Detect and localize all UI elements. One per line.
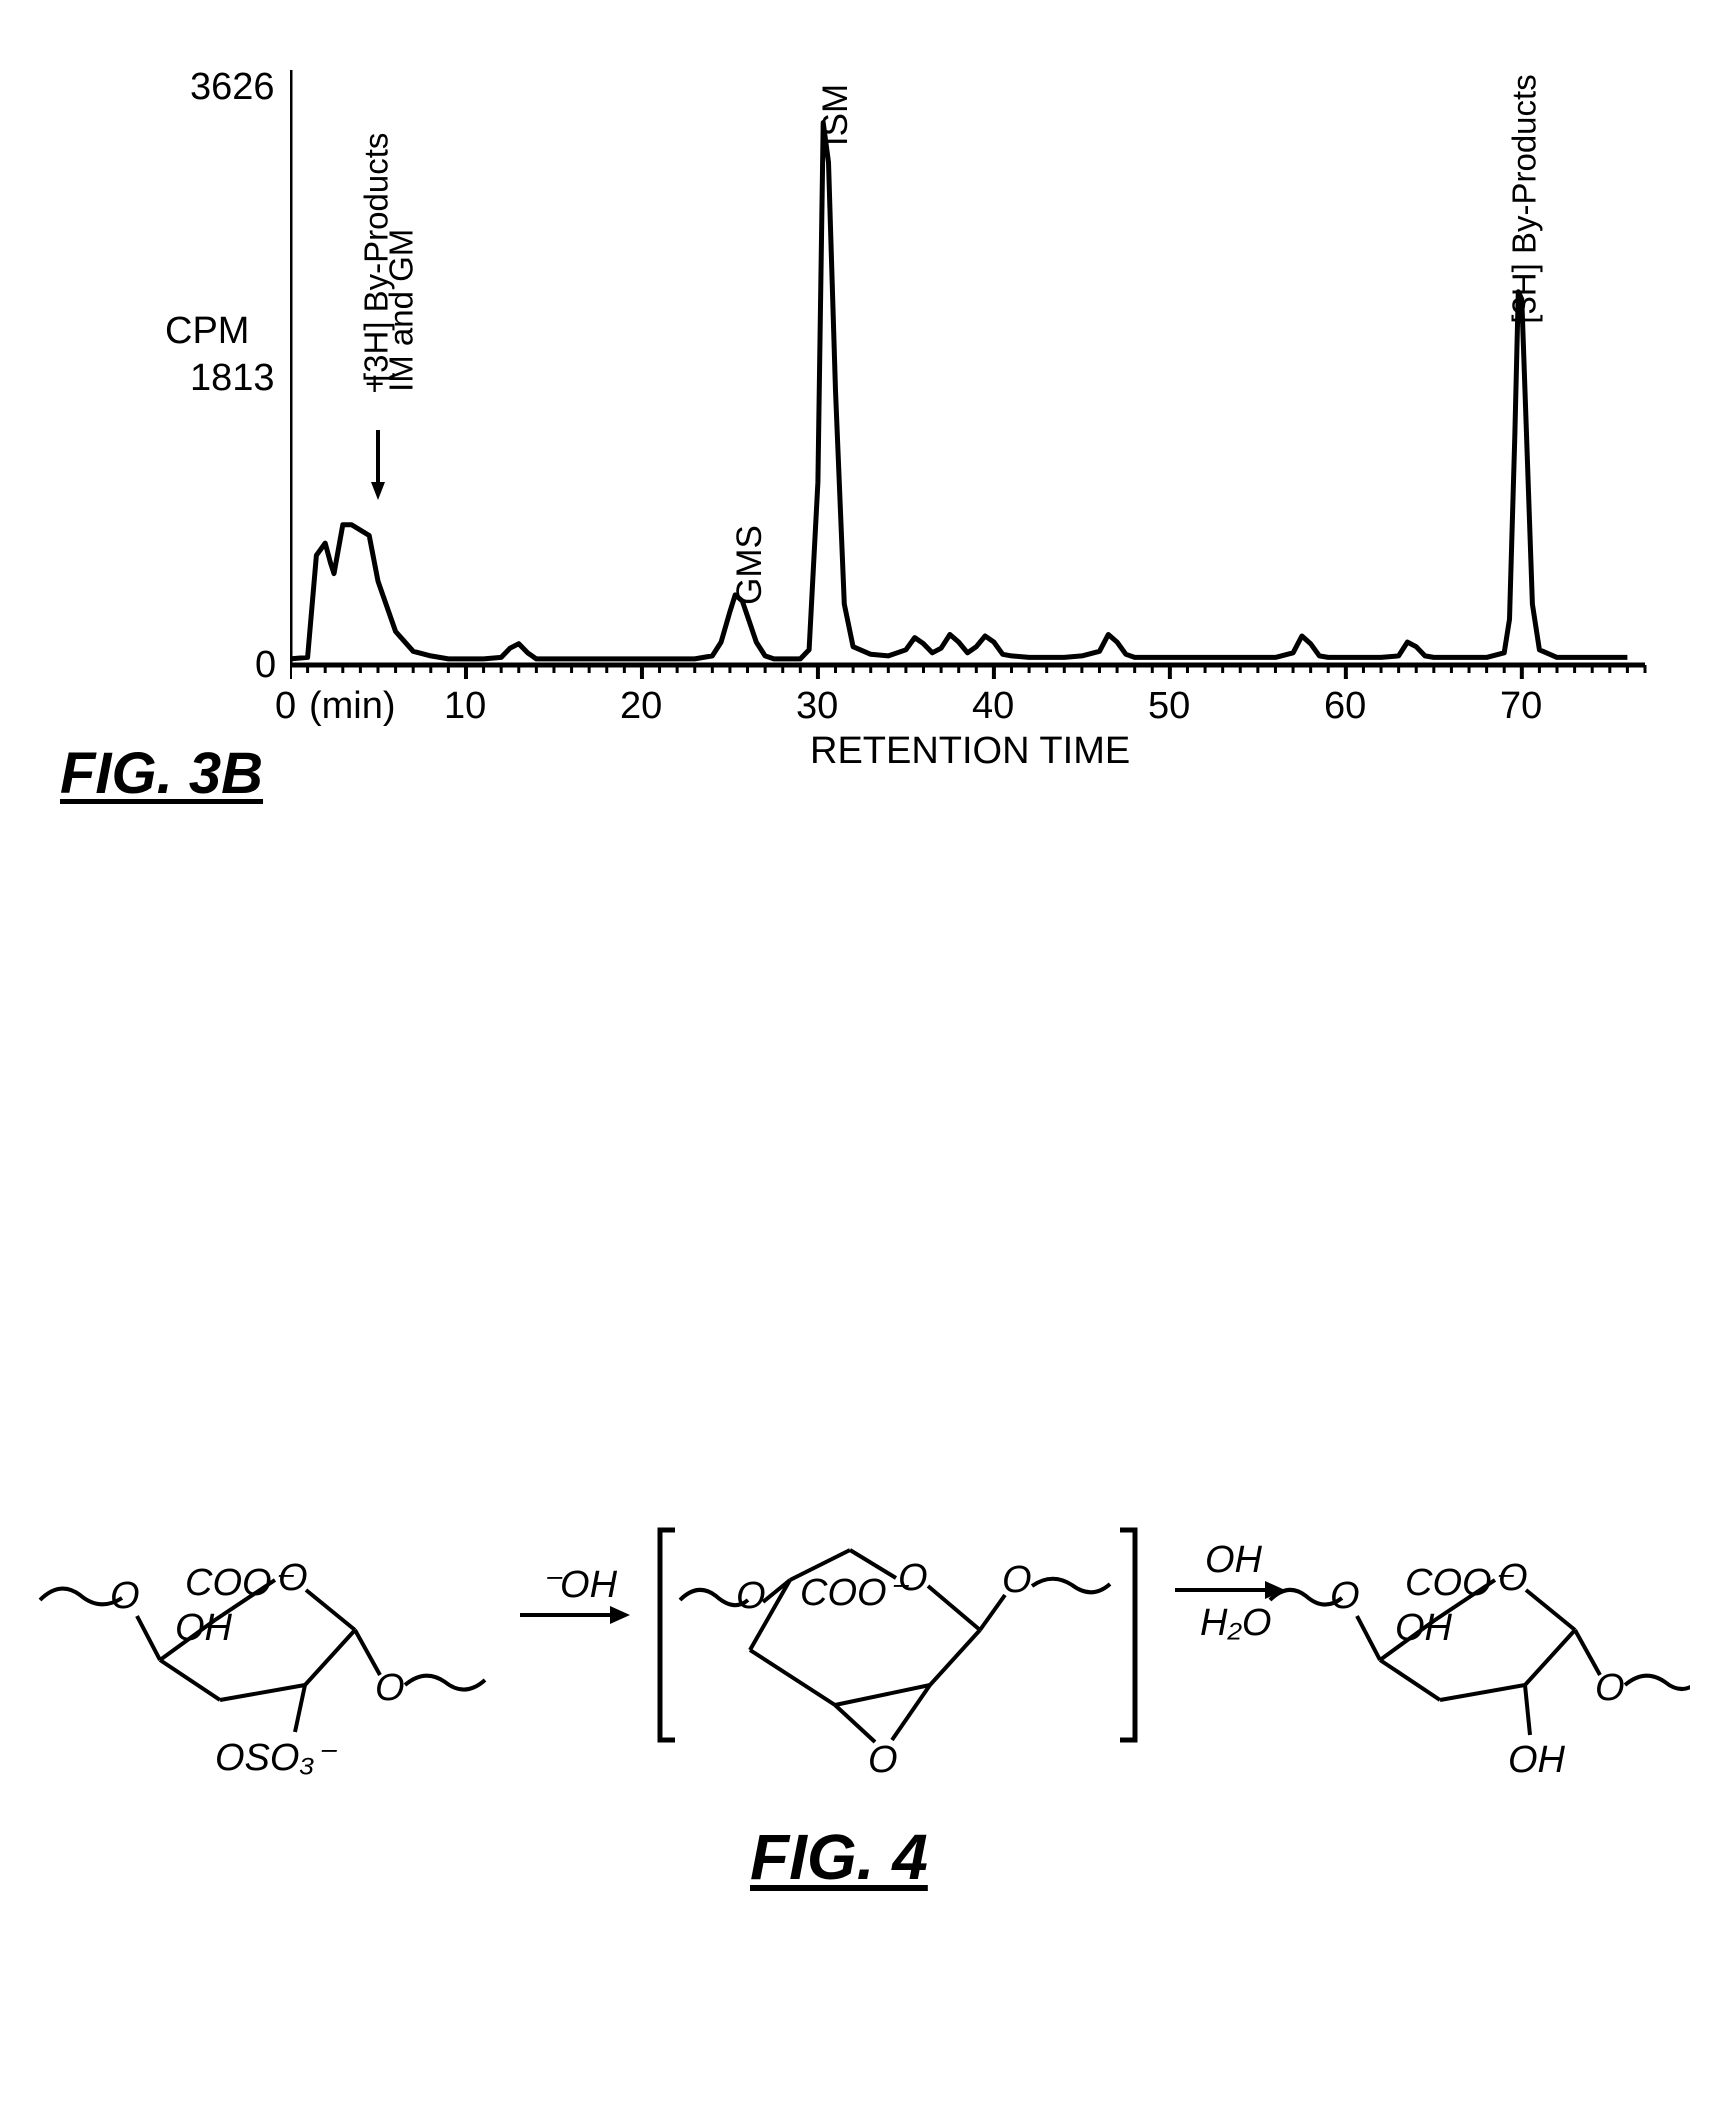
annotation-byproducts-right: [3H] By-Products <box>1506 74 1544 323</box>
fig3b-container: CPM 3626 1813 0 0 (min) 10 20 30 40 50 6… <box>60 40 1660 910</box>
y-axis-label: CPM <box>165 310 249 353</box>
svg-text:COO⁻: COO⁻ <box>800 1572 910 1614</box>
svg-text:H₂O: H₂O <box>1200 1602 1272 1644</box>
xtick-60: 60 <box>1324 685 1366 728</box>
xtick-30: 30 <box>796 685 838 728</box>
xtick-10: 10 <box>444 685 486 728</box>
ytick-3626: 3626 <box>190 66 275 109</box>
fig4-container: O O COO⁻ OH OSO₃⁻ O <box>30 1390 1690 1950</box>
xtick-50: 50 <box>1148 685 1190 728</box>
xtick-40: 40 <box>972 685 1014 728</box>
xtick-20: 20 <box>620 685 662 728</box>
svg-text:O: O <box>1595 1667 1625 1709</box>
svg-text:OH: OH <box>1395 1607 1453 1649</box>
annotation-ism: ISM <box>816 84 856 146</box>
ytick-1813: 1813 <box>190 357 275 400</box>
fig3b-caption: FIG. 3B <box>60 740 263 807</box>
x-axis-label: RETENTION TIME <box>810 730 1130 773</box>
svg-text:OH: OH <box>1508 1739 1566 1781</box>
xunit: (min) <box>309 685 396 728</box>
svg-text:⁻OH: ⁻OH <box>540 1564 618 1606</box>
reaction-scheme-svg: O O COO⁻ OH OSO₃⁻ O <box>30 1390 1690 1810</box>
svg-text:O: O <box>1002 1559 1032 1601</box>
svg-text:OH: OH <box>1205 1539 1263 1581</box>
svg-text:O: O <box>1330 1575 1360 1617</box>
svg-text:O: O <box>736 1575 766 1617</box>
svg-text:OSO₃⁻: OSO₃⁻ <box>215 1737 338 1779</box>
svg-text:O: O <box>110 1575 140 1617</box>
chromatogram-svg <box>290 70 1670 750</box>
svg-text:O: O <box>375 1667 405 1709</box>
svg-text:COO⁻: COO⁻ <box>1405 1562 1515 1604</box>
ytick-0: 0 <box>255 644 276 687</box>
xtick-70: 70 <box>1500 685 1542 728</box>
svg-text:O: O <box>868 1739 898 1781</box>
fig4-caption: FIG. 4 <box>750 1820 928 1894</box>
svg-text:COO⁻: COO⁻ <box>185 1562 295 1604</box>
svg-text:OH: OH <box>175 1607 233 1649</box>
xtick-0: 0 <box>275 685 296 728</box>
annotation-gms: GMS <box>730 525 770 605</box>
